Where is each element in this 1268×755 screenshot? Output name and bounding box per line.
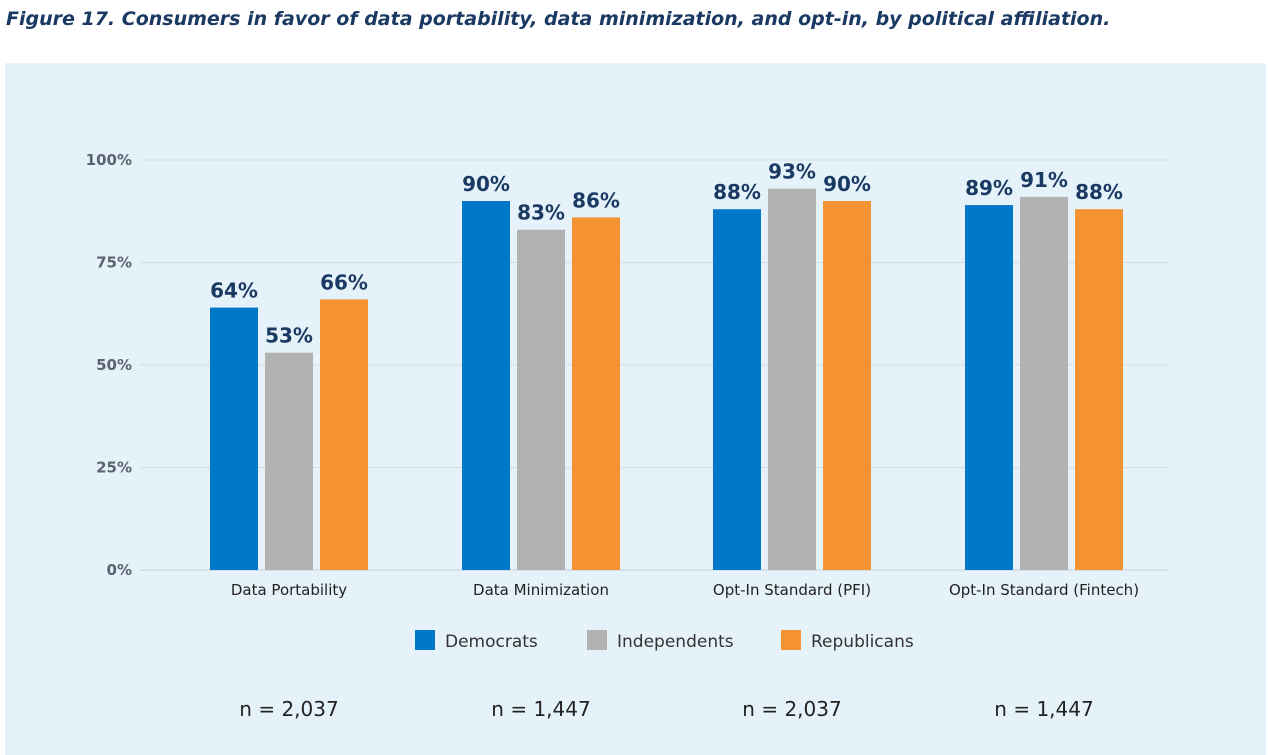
x-tick-label: Opt-In Standard (Fintech) (949, 581, 1139, 599)
data-label: 88% (713, 180, 761, 204)
x-tick-label: Data Portability (231, 581, 347, 599)
data-label: 90% (823, 172, 871, 196)
bar (768, 188, 816, 570)
y-tick-label: 50% (96, 356, 132, 374)
chart-panel: 0% 25% 50% 75% 100% 64% 53% 66% Data Portability… (5, 63, 1266, 755)
x-tick-label: Data Minimization (473, 581, 609, 599)
data-label: 93% (768, 160, 816, 184)
bar (265, 352, 313, 570)
data-label: 90% (462, 172, 510, 196)
y-tick-label: 0% (107, 561, 132, 579)
data-label: 86% (572, 188, 620, 212)
data-label: 83% (517, 201, 565, 225)
y-tick-label: 100% (86, 151, 132, 169)
sample-size-label: n = 2,037 (239, 697, 338, 721)
y-tick-label: 75% (96, 254, 132, 272)
bar (1020, 196, 1068, 570)
bar (462, 201, 510, 570)
bar-chart: 0% 25% 50% 75% 100% 64% 53% 66% Data Portability… (86, 151, 1169, 721)
sample-size-label: n = 1,447 (491, 697, 590, 721)
legend-swatch (781, 630, 801, 650)
legend-swatch (587, 630, 607, 650)
legend-label: Independents (617, 632, 734, 652)
figure-title: Figure 17. Consumers in favor of data po… (6, 8, 1111, 30)
bar (320, 299, 368, 570)
legend-swatch (415, 630, 435, 650)
data-label: 53% (265, 324, 313, 348)
bar (210, 307, 258, 570)
data-label: 88% (1075, 180, 1123, 204)
bar (1075, 209, 1123, 570)
x-tick-label: Opt-In Standard (PFI) (713, 581, 871, 599)
sample-size-label: n = 2,037 (742, 697, 841, 721)
sample-size-label: n = 1,447 (994, 697, 1093, 721)
data-label: 91% (1020, 168, 1068, 192)
data-label: 89% (965, 176, 1013, 200)
y-tick-label: 25% (96, 459, 132, 477)
bar (823, 201, 871, 570)
bar (572, 217, 620, 570)
bar (713, 209, 761, 570)
data-label: 64% (210, 279, 258, 303)
bar (965, 205, 1013, 570)
data-label: 66% (320, 270, 368, 294)
legend-label: Democrats (445, 632, 538, 652)
bar (517, 229, 565, 570)
legend-label: Republicans (811, 632, 914, 652)
